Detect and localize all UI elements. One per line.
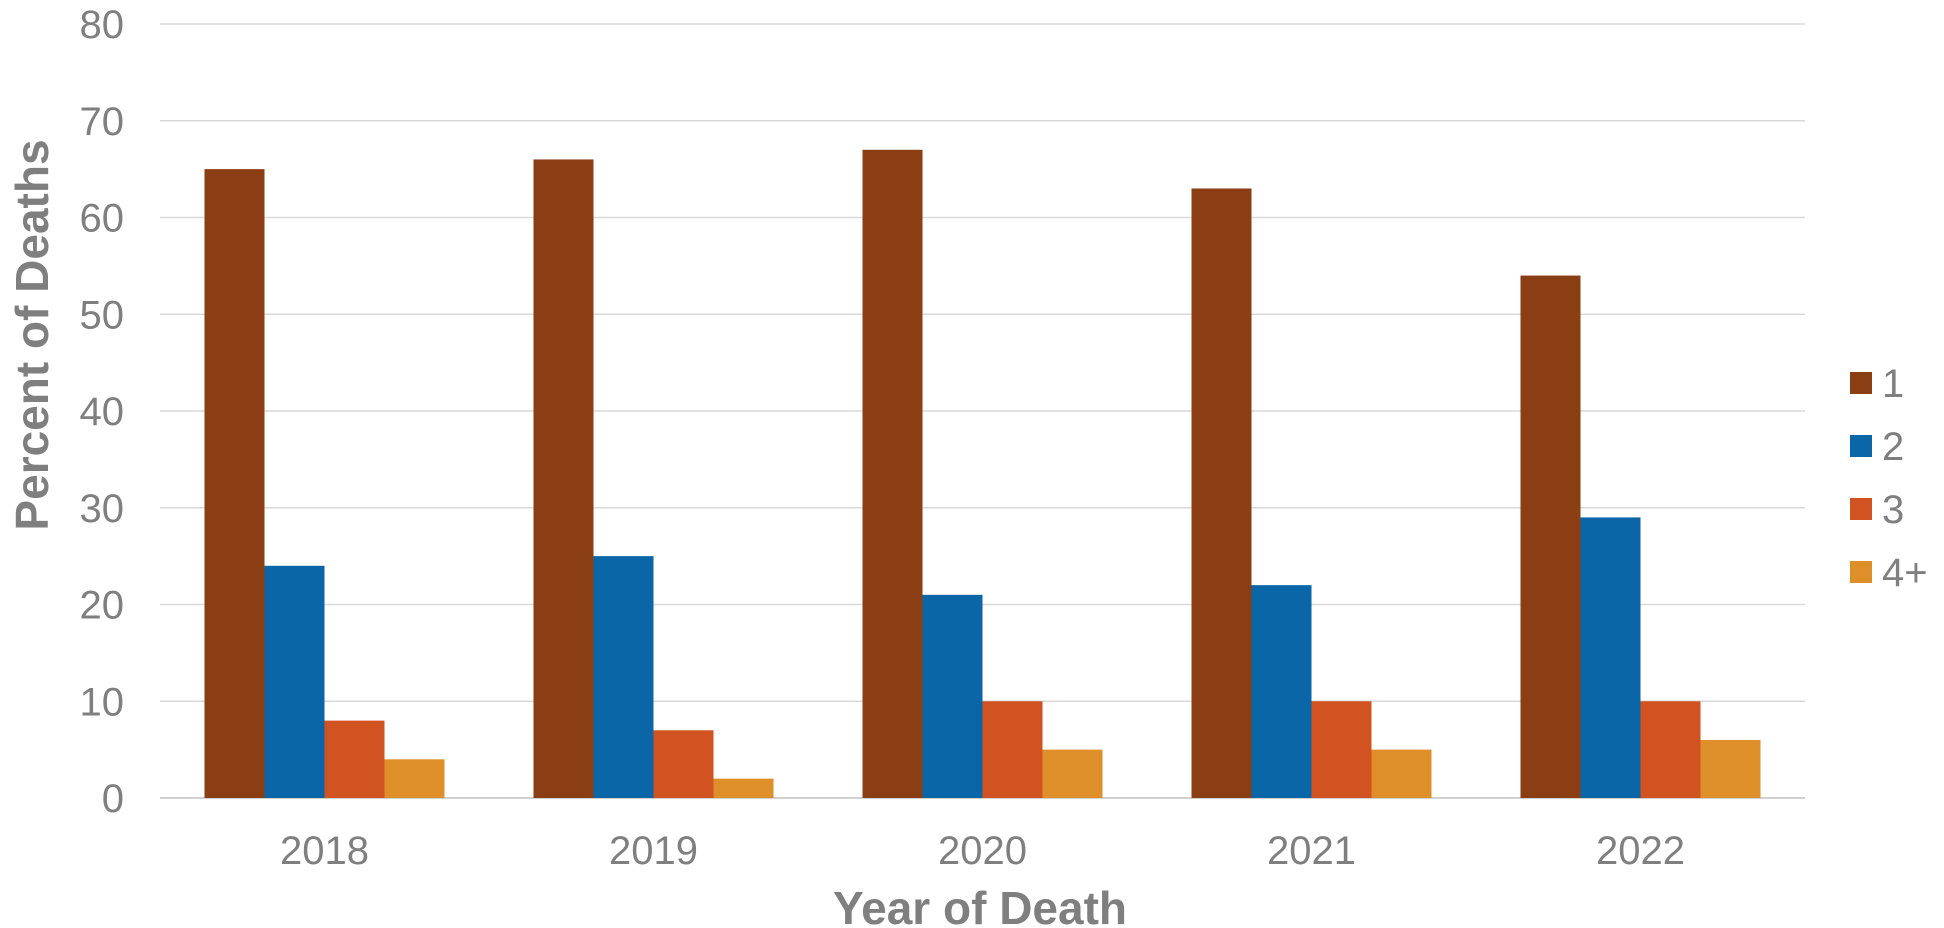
x-tick-label: 2022 — [1596, 829, 1685, 873]
bar-2021-series-4+ — [1371, 749, 1432, 798]
legend-label: 1 — [1882, 362, 1904, 406]
x-tick-label: 2018 — [280, 829, 369, 873]
y-tick-label: 30 — [80, 487, 125, 531]
bar-2018-series-3 — [324, 720, 385, 798]
legend-swatch — [1850, 498, 1872, 520]
y-tick-label: 50 — [80, 293, 125, 337]
y-tick-label: 10 — [80, 680, 125, 724]
bar-2018-series-4+ — [384, 759, 445, 798]
bar-2022-series-4+ — [1700, 739, 1761, 798]
bar-2020-series-3 — [982, 701, 1043, 798]
y-tick-label: 0 — [102, 777, 124, 821]
legend-label: 2 — [1882, 425, 1904, 469]
bar-2019-series-4+ — [713, 778, 774, 798]
bar-2020-series-1 — [862, 149, 923, 798]
legend-label: 3 — [1882, 488, 1904, 532]
y-tick-label: 70 — [80, 100, 125, 144]
bar-2018-series-1 — [204, 169, 265, 798]
x-axis: 2018 2019 2020 2021 2022 — [280, 829, 1685, 873]
x-tick-label: 2021 — [1267, 829, 1356, 873]
bars — [204, 149, 1761, 799]
bar-2022-series-3 — [1640, 701, 1701, 798]
bar-2019-series-3 — [653, 730, 714, 798]
bar-2020-series-4+ — [1042, 749, 1103, 798]
y-tick-label: 80 — [80, 3, 125, 47]
legend-label: 4+ — [1882, 551, 1928, 595]
legend-swatch — [1850, 435, 1872, 457]
bar-2021-series-2 — [1251, 585, 1312, 798]
bar-2021-series-3 — [1311, 701, 1372, 798]
bar-2019-series-2 — [593, 556, 654, 798]
y-axis-title: Percent of Deaths — [6, 139, 58, 530]
legend: 1 2 3 4+ — [1850, 362, 1928, 595]
y-axis: 0 10 20 30 40 50 60 70 80 — [80, 3, 125, 821]
y-tick-label: 60 — [80, 197, 125, 241]
bar-2022-series-1 — [1520, 275, 1581, 798]
legend-swatch — [1850, 561, 1872, 583]
legend-swatch — [1850, 372, 1872, 394]
x-tick-label: 2019 — [609, 829, 698, 873]
bar-2020-series-2 — [922, 594, 983, 798]
bar-2019-series-1 — [533, 159, 594, 798]
bar-2021-series-1 — [1191, 188, 1252, 799]
y-tick-label: 20 — [80, 584, 125, 628]
x-axis-title: Year of Death — [833, 882, 1127, 928]
bar-2022-series-2 — [1580, 517, 1641, 798]
bar-2018-series-2 — [264, 565, 325, 798]
y-tick-label: 40 — [80, 390, 125, 434]
x-tick-label: 2020 — [938, 829, 1027, 873]
